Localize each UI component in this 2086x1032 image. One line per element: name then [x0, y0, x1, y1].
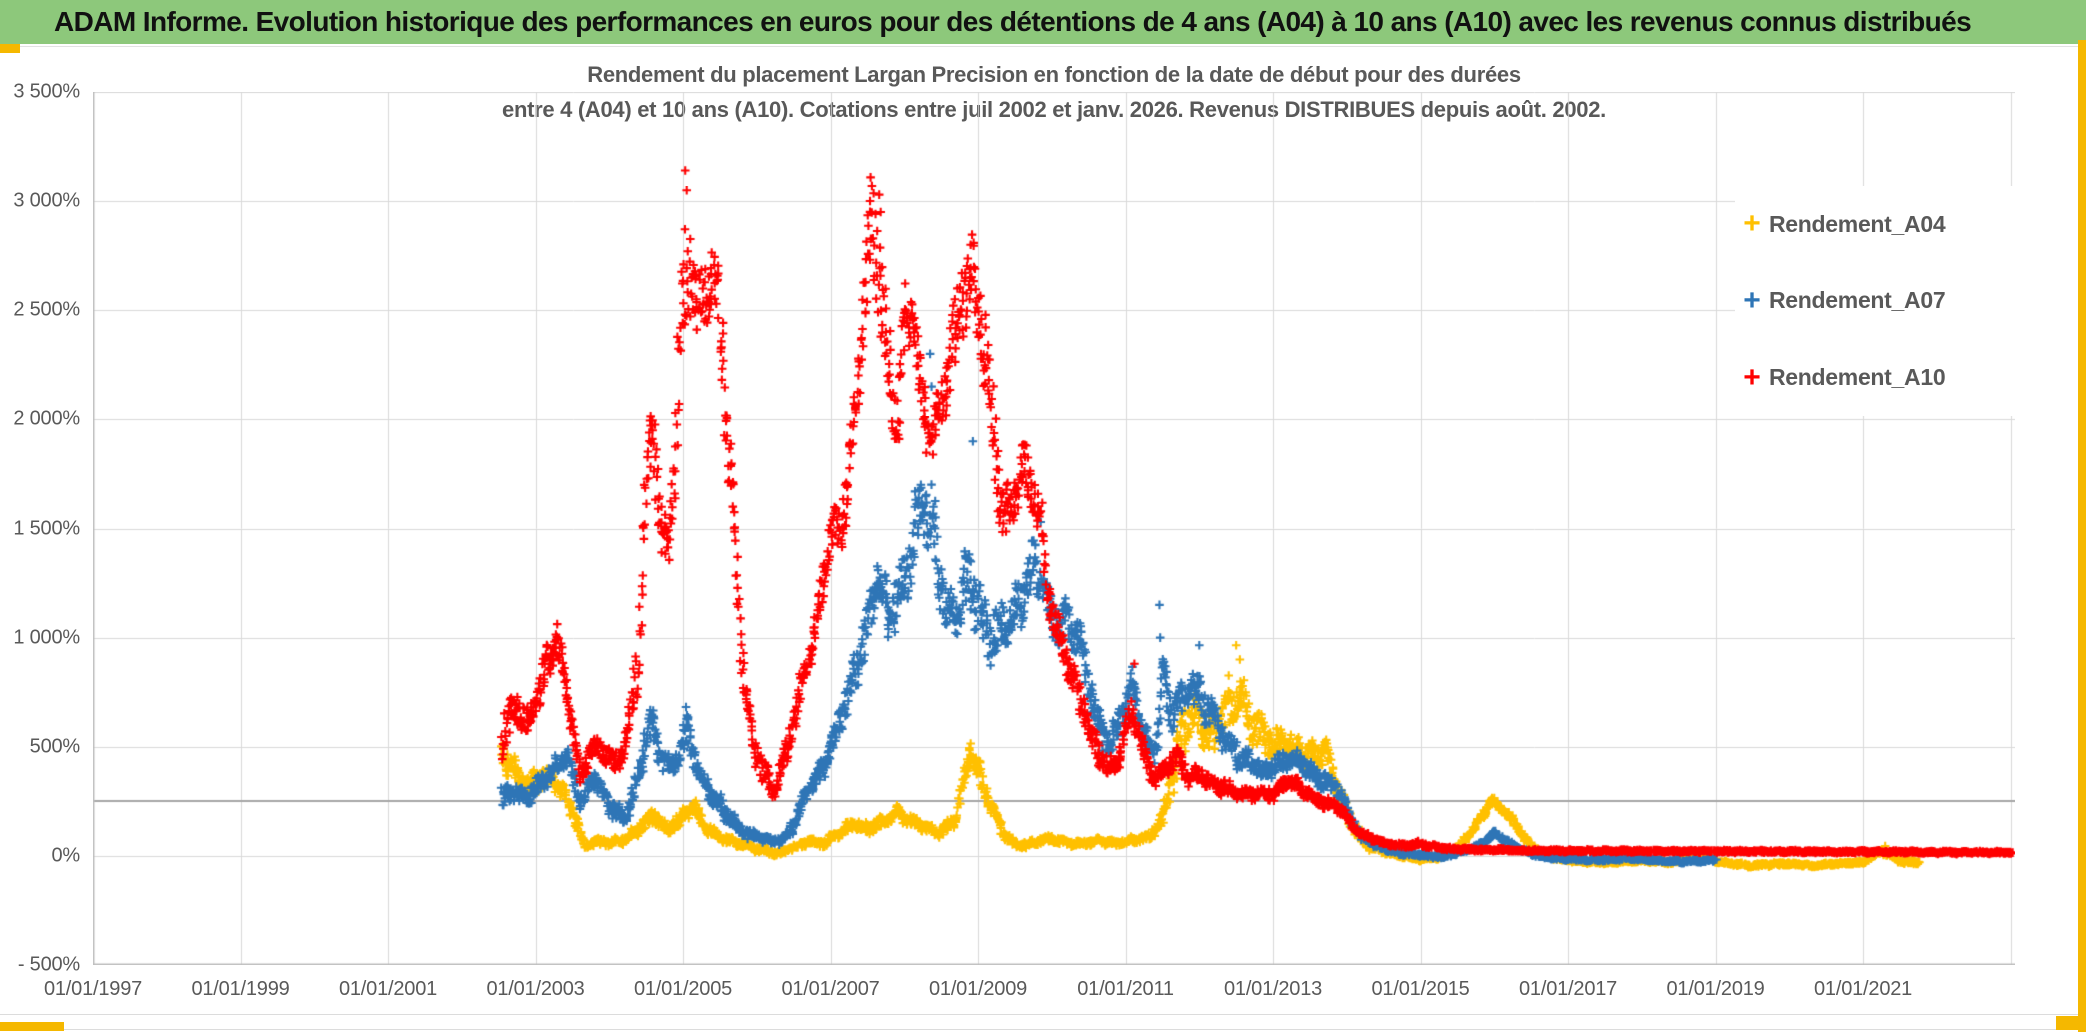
- y-tick-label: 3 000%: [13, 189, 80, 212]
- x-tick-label: 01/01/2001: [338, 978, 438, 1000]
- x-tick-label: 01/01/2017: [1518, 978, 1618, 1000]
- header-bar: ADAM Informe. Evolution historique des p…: [0, 0, 2086, 44]
- x-tick-label: 01/01/2005: [633, 978, 733, 1000]
- yellow-square-top-left: [0, 44, 20, 53]
- legend-label-a10: Rendement_A10: [1769, 364, 1946, 391]
- y-tick-label: 1 500%: [13, 517, 80, 539]
- x-tick-label: 01/01/2011: [1077, 978, 1174, 1000]
- legend-plus-icon-a10: +: [1743, 360, 1761, 394]
- legend: + Rendement_A04 + Rendement_A07 + Rendem…: [1735, 186, 2017, 416]
- y-tick-label: 500%: [29, 735, 81, 758]
- sheet-border-line: [0, 1014, 2086, 1015]
- x-tick-label: 01/01/1997: [43, 978, 143, 1000]
- legend-item-rendement-a07[interactable]: + Rendement_A07: [1735, 269, 2017, 333]
- header-divider: [0, 46, 2086, 47]
- legend-label-a04: Rendement_A04: [1769, 210, 1946, 237]
- x-tick-label: 01/01/2021: [1814, 978, 1913, 1000]
- bottom-border-line: [0, 1029, 2086, 1030]
- x-tick-label: 01/01/2003: [486, 978, 585, 1000]
- x-tick-label: 01/01/1999: [191, 978, 290, 1000]
- legend-item-rendement-a10[interactable]: + Rendement_A10: [1735, 346, 2017, 410]
- y-tick-label: 0%: [51, 844, 80, 867]
- legend-label-a07: Rendement_A07: [1769, 287, 1946, 314]
- header-title: ADAM Informe. Evolution historique des p…: [54, 6, 1972, 37]
- legend-plus-icon-a04: +: [1743, 207, 1761, 241]
- x-tick-label: 01/01/2013: [1223, 978, 1323, 1000]
- x-tick-label: 01/01/2007: [781, 978, 880, 1000]
- y-tick-label: 2 500%: [13, 298, 80, 321]
- legend-item-rendement-a04[interactable]: + Rendement_A04: [1735, 192, 2017, 256]
- x-tick-label: 01/01/2015: [1371, 978, 1470, 1000]
- y-tick-label: - 500%: [17, 953, 80, 976]
- x-tick-label: 01/01/2009: [928, 978, 1028, 1000]
- x-tick-label: 01/01/2019: [1666, 978, 1765, 1000]
- yellow-strip-bottom-left: [0, 1022, 64, 1031]
- legend-plus-icon-a07: +: [1743, 283, 1761, 317]
- yellow-frame-right: [2078, 40, 2086, 1032]
- y-tick-label: 3 500%: [13, 80, 80, 103]
- y-tick-label: 1 000%: [13, 626, 80, 649]
- scatter-plot-canvas: [93, 92, 2015, 965]
- yellow-corner-bottom-right: [2056, 1016, 2086, 1030]
- chart-title-line1: Rendement du placement Largan Precision …: [587, 62, 1521, 87]
- y-tick-label: 2 000%: [13, 407, 80, 430]
